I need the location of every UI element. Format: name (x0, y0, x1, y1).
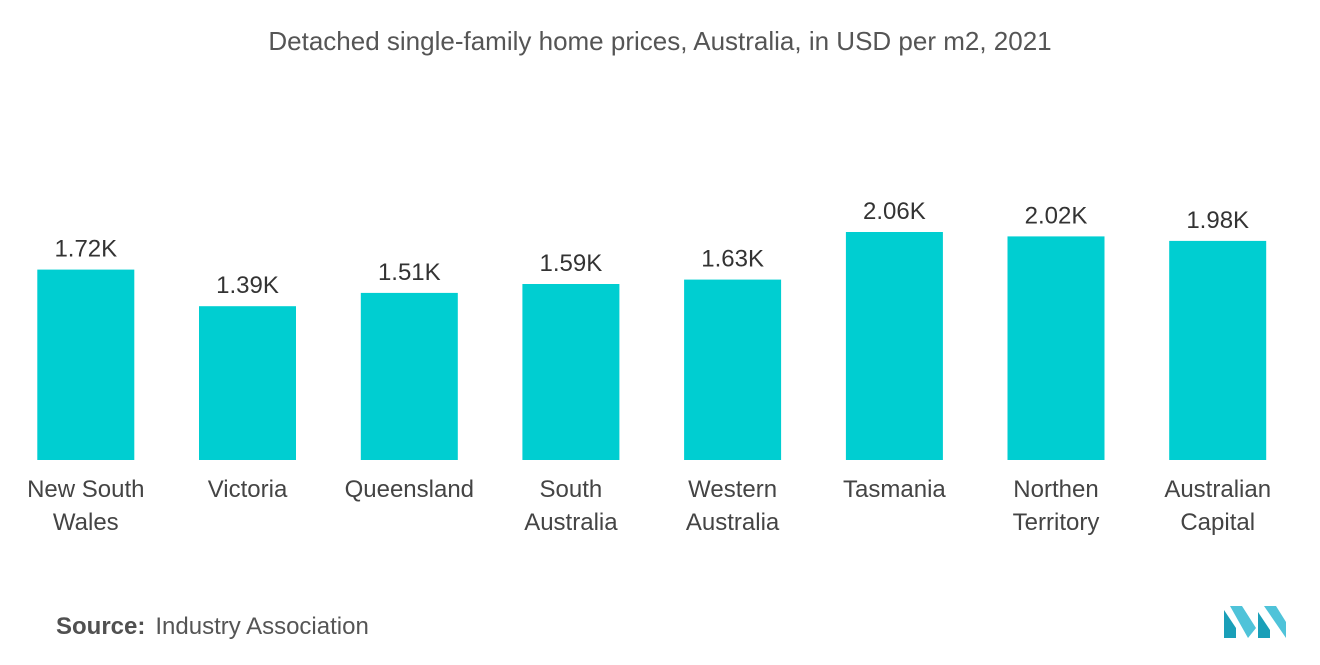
category-label-line: Wales (53, 509, 119, 536)
data-label: 2.06K (863, 198, 926, 225)
data-label: 1.72K (54, 236, 117, 263)
category-label: Victoria (208, 476, 288, 503)
data-label: 1.51K (378, 259, 441, 286)
bar (360, 292, 458, 460)
category-label-line: Australia (524, 509, 618, 536)
category-label-line: South (540, 476, 603, 503)
category-label: Queensland (345, 476, 474, 503)
company-logo-icon (1224, 606, 1286, 638)
source-note: Source: Industry Association (56, 613, 369, 641)
data-label: 1.98K (1186, 207, 1249, 234)
data-label: 1.39K (216, 272, 279, 299)
bar (199, 306, 296, 460)
category-label-line: Australia (686, 509, 780, 536)
category-label: Tasmania (843, 476, 946, 503)
category-label-line: Victoria (208, 476, 288, 503)
bar (1169, 240, 1267, 460)
bar-chart: 1.72K New South Wales 1.39K Victoria 1.51K Que… (27, 198, 1271, 536)
category-label: South Australia (524, 476, 618, 536)
category-label-line: Tasmania (843, 476, 946, 503)
bar (684, 279, 782, 460)
category-label: Western Australia (686, 476, 780, 536)
data-label: 2.02K (1025, 202, 1088, 229)
category-label-line: Territory (1013, 509, 1100, 536)
bar (37, 269, 135, 460)
data-label: 1.59K (540, 250, 603, 277)
category-label-line: Western (688, 476, 777, 503)
category-label-line: Capital (1180, 509, 1255, 536)
logo-shape-4 (1264, 606, 1286, 638)
category-label-line: Queensland (345, 476, 474, 503)
category-label: New South Wales (27, 476, 144, 536)
chart-title: Detached single-family home prices, Aust… (268, 26, 1052, 56)
bar (845, 232, 943, 460)
logo-shape-3 (1258, 612, 1270, 638)
category-label-line: Australian (1164, 476, 1271, 503)
data-label: 1.63K (701, 246, 764, 273)
source-text: Industry Association (155, 613, 369, 640)
category-label: Northen Territory (1013, 476, 1100, 536)
bar (522, 284, 620, 460)
logo-shape-2 (1230, 606, 1256, 638)
category-label-line: New South (27, 476, 144, 503)
bar (1007, 236, 1105, 460)
category-label: Australian Capital (1164, 476, 1271, 536)
source-label: Source: (56, 613, 146, 640)
logo-shape-1 (1224, 610, 1236, 638)
category-label-line: Northen (1013, 476, 1098, 503)
